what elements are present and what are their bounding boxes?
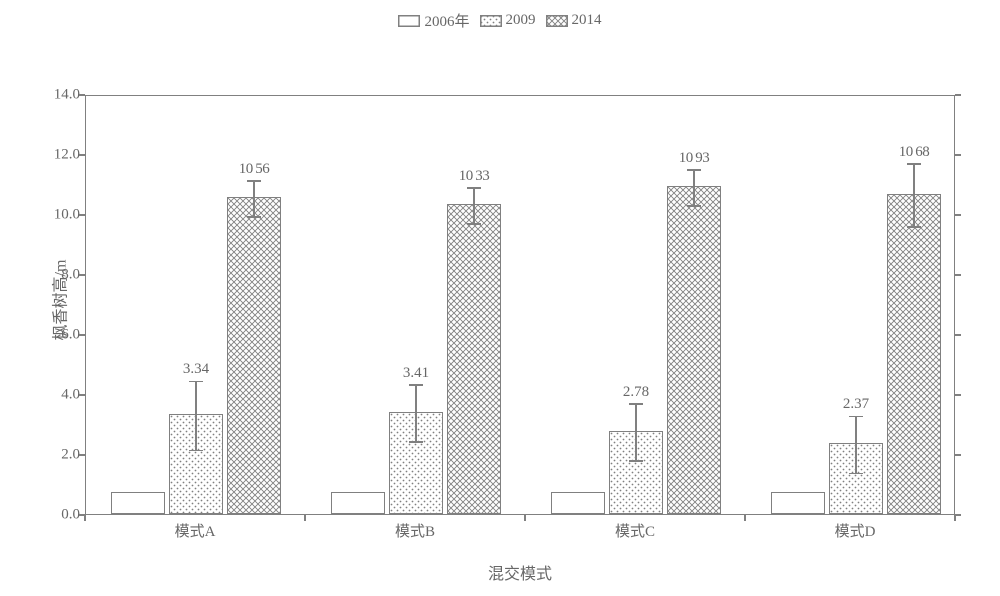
y-tick-mark <box>955 394 961 396</box>
x-axis-title: 混交模式 <box>85 560 955 584</box>
y-tick-mark <box>955 94 961 96</box>
error-cap <box>409 384 423 386</box>
y-tick-mark <box>79 214 85 216</box>
x-tick-mark <box>954 515 956 521</box>
error-bar <box>415 385 417 442</box>
y-tick-label: 0.0 <box>61 507 80 524</box>
legend-label: 2014 <box>572 12 602 29</box>
x-tick-mark <box>84 515 86 521</box>
value-label: 10 33 <box>459 168 490 185</box>
bar-2006年 <box>771 492 825 514</box>
error-cap <box>629 460 643 462</box>
y-tick-mark <box>955 154 961 156</box>
bar-2014 <box>447 204 501 514</box>
y-tick-mark <box>79 154 85 156</box>
bar-2006年 <box>551 492 605 514</box>
y-tick-mark <box>955 454 961 456</box>
error-cap <box>629 403 643 405</box>
y-tick-label: 12.0 <box>54 147 80 164</box>
chart-legend: 2006年 2009 2014 <box>0 10 1000 31</box>
y-tick-mark <box>955 334 961 336</box>
y-tick-label: 2.0 <box>61 447 80 464</box>
error-cap <box>409 441 423 443</box>
y-tick-label: 8.0 <box>61 267 80 284</box>
error-cap <box>189 450 203 452</box>
legend-swatch-cross <box>546 15 568 27</box>
error-cap <box>247 216 261 218</box>
error-bar <box>635 404 637 461</box>
value-label: 3.34 <box>183 361 209 378</box>
y-tick-mark <box>79 394 85 396</box>
error-cap <box>467 223 481 225</box>
value-label: 2.37 <box>843 396 869 413</box>
value-label: 10 93 <box>679 150 710 167</box>
x-tick-label: 模式D <box>835 520 876 541</box>
bar-2006年 <box>111 492 165 514</box>
legend-label: 2009 <box>506 12 536 29</box>
y-tick-label: 4.0 <box>61 387 80 404</box>
error-bar <box>913 164 915 227</box>
error-cap <box>849 473 863 475</box>
legend-swatch-blank <box>398 15 420 27</box>
value-label: 2.78 <box>623 384 649 401</box>
bar-2014 <box>667 186 721 514</box>
legend-item-2009: 2009 <box>480 12 536 29</box>
legend-item-2014: 2014 <box>546 12 602 29</box>
bar-2014 <box>227 197 281 514</box>
y-tick-mark <box>79 274 85 276</box>
error-cap <box>907 226 921 228</box>
y-tick-mark <box>955 274 961 276</box>
error-bar <box>195 381 197 450</box>
error-cap <box>687 169 701 171</box>
bar-2014 <box>887 194 941 514</box>
y-tick-mark <box>955 214 961 216</box>
error-cap <box>687 205 701 207</box>
y-tick-mark <box>955 514 961 516</box>
x-tick-label: 模式B <box>395 520 435 541</box>
error-bar <box>693 170 695 206</box>
legend-item-2006: 2006年 <box>398 10 469 31</box>
value-label: 10 56 <box>239 161 270 178</box>
error-cap <box>849 416 863 418</box>
value-label: 10 68 <box>899 144 930 161</box>
error-cap <box>247 180 261 182</box>
error-bar <box>253 181 255 217</box>
x-tick-label: 模式A <box>175 520 216 541</box>
y-tick-label: 14.0 <box>54 87 80 104</box>
legend-label: 2006年 <box>424 10 469 31</box>
y-tick-mark <box>79 334 85 336</box>
value-label: 3.41 <box>403 365 429 382</box>
bar-2006年 <box>331 492 385 514</box>
x-tick-mark <box>744 515 746 521</box>
error-cap <box>189 381 203 383</box>
y-tick-label: 10.0 <box>54 207 80 224</box>
error-cap <box>907 163 921 165</box>
y-tick-mark <box>79 454 85 456</box>
error-bar <box>855 416 857 473</box>
y-tick-mark <box>79 94 85 96</box>
x-tick-mark <box>304 515 306 521</box>
x-tick-label: 模式C <box>615 520 655 541</box>
legend-swatch-dots <box>480 15 502 27</box>
x-tick-mark <box>524 515 526 521</box>
error-cap <box>467 187 481 189</box>
error-bar <box>473 188 475 224</box>
chart-plot-area: 3.34 10 56 3.41 10 33 2.78 10 93 2.37 10 68 <box>85 95 955 515</box>
y-tick-label: 6.0 <box>61 327 80 344</box>
